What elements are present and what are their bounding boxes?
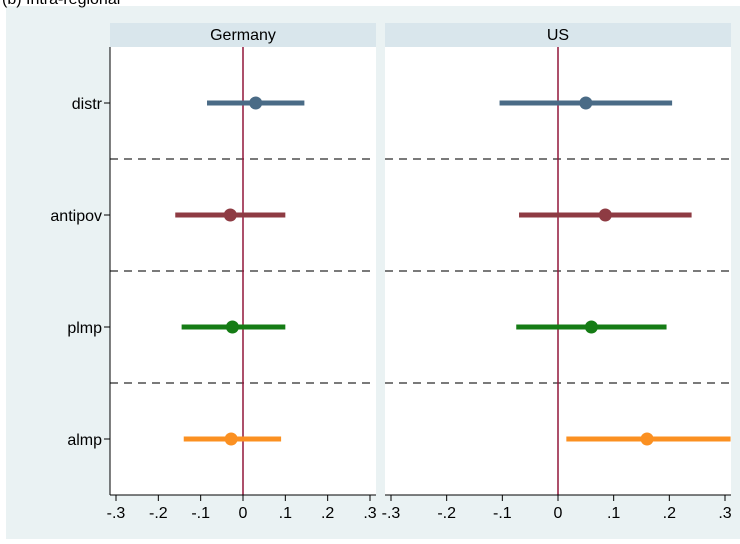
y-tick-label: almp [67, 432, 102, 449]
panel-us: US -.3 -.2 -.1 0 .1 .2 .3 [382, 23, 732, 522]
x-tick-label: -.3 [382, 505, 401, 522]
x-tick-label: .2 [321, 505, 334, 522]
point-estimate-plmp [225, 320, 239, 334]
x-tick-label: 0 [239, 505, 248, 522]
x-tick-label: -.1 [493, 505, 512, 522]
y-axis-labels: distr antipov plmp almp [50, 47, 111, 495]
point-estimate-almp [640, 432, 654, 446]
point-estimate-antipov [223, 208, 237, 222]
x-tick-label: -.1 [191, 505, 210, 522]
x-tick-label: .1 [279, 505, 292, 522]
x-tick-label: -.3 [107, 505, 126, 522]
x-tick-label: .1 [607, 505, 620, 522]
y-tick-label: plmp [67, 320, 102, 337]
x-tick-label: 0 [554, 505, 563, 522]
point-estimate-distr [249, 96, 263, 110]
figure-caption: (b) Intra-regional [2, 0, 120, 9]
panel-title: US [547, 27, 569, 44]
panel-header [110, 23, 376, 47]
panel-header [385, 23, 731, 47]
point-estimate-antipov [598, 208, 612, 222]
panel-germany: Germany -.3 -.2 -.1 0 .1 .2 .3 [107, 23, 377, 522]
x-tick-label: .2 [663, 505, 676, 522]
x-tick-label: .3 [363, 505, 376, 522]
y-tick-label: antipov [50, 208, 102, 225]
x-tick-label: .3 [718, 505, 731, 522]
panels: Germany -.3 -.2 -.1 0 .1 .2 .3 US -.3 -.2 -.1 0 .1 .2.… [107, 23, 732, 522]
x-tick-label: -.2 [149, 505, 168, 522]
panel-title: Germany [210, 27, 276, 44]
point-estimate-plmp [584, 320, 598, 334]
y-tick-label: distr [72, 96, 103, 113]
point-estimate-distr [579, 96, 593, 110]
point-estimate-almp [224, 432, 238, 446]
x-tick-label: -.2 [437, 505, 456, 522]
